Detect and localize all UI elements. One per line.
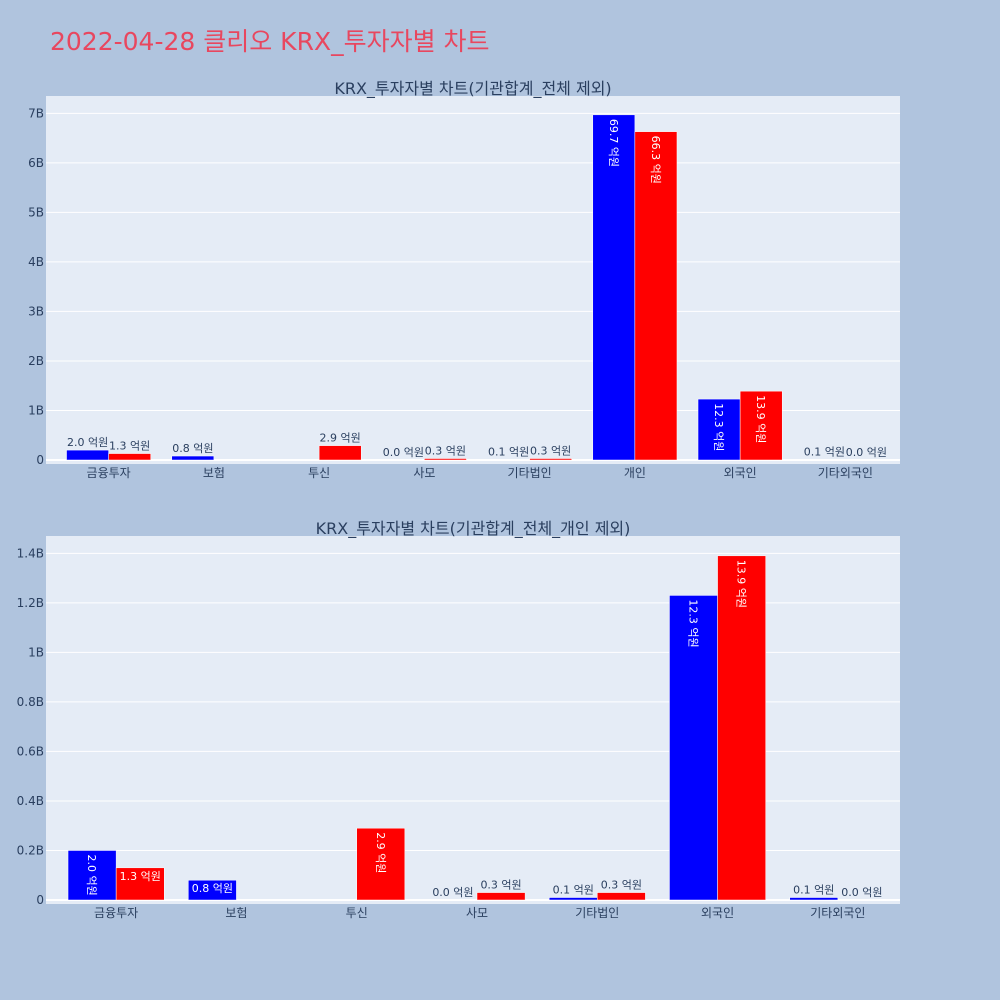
x-tick-label: 기타외국인 bbox=[810, 906, 865, 920]
bar bbox=[548, 897, 598, 901]
y-tick-label: 7B bbox=[28, 106, 44, 120]
x-tick-label: 외국인 bbox=[701, 906, 734, 920]
chart-title: KRX_투자자별 차트(기관합계_전체 제외) bbox=[334, 79, 611, 99]
data-label: 12.3 억원 bbox=[687, 599, 700, 647]
x-tick-label: 투신 bbox=[308, 466, 330, 480]
x-tick-label: 기타법인 bbox=[575, 906, 619, 920]
y-tick-label: 1B bbox=[28, 645, 44, 659]
x-tick-label: 투신 bbox=[346, 906, 368, 920]
chart-top: KRX_투자자별 차트(기관합계_전체 제외) 0 1B 2B 3B 4B 5B 6B 7B 금… bbox=[28, 79, 900, 480]
bar bbox=[188, 879, 237, 901]
chart-title: KRX_투자자별 차트(기관합계_전체_개인 제외) bbox=[316, 519, 631, 539]
data-label: 1.3 억원 bbox=[109, 440, 150, 453]
y-tick-label: 2B bbox=[28, 354, 44, 368]
data-label: 0.8 억원 bbox=[192, 882, 233, 895]
bar bbox=[597, 892, 646, 901]
bar bbox=[115, 867, 165, 901]
data-label: 0.3 억원 bbox=[601, 879, 642, 892]
data-label: 0.0 억원 bbox=[846, 446, 887, 459]
x-tick-label: 기타법인 bbox=[508, 466, 552, 480]
data-label: 0.0 억원 bbox=[432, 886, 473, 899]
chart-bottom: KRX_투자자별 차트(기관합계_전체_개인 제외) 0 0.2B 0.4B 0.6B… bbox=[17, 519, 900, 920]
data-label: 69.7 억원 bbox=[607, 119, 620, 167]
page-title: 2022-04-28 클리오 KRX_투자자별 차트 bbox=[50, 27, 490, 56]
bar bbox=[717, 555, 766, 901]
plot-background bbox=[46, 536, 900, 904]
data-label: 2.9 억원 bbox=[374, 832, 387, 873]
data-label: 0.3 억원 bbox=[530, 445, 571, 458]
bar bbox=[634, 131, 678, 461]
y-tick-label: 4B bbox=[28, 255, 44, 269]
data-label: 13.9 억원 bbox=[754, 395, 767, 443]
y-tick-label: 0.8B bbox=[17, 695, 44, 709]
y-tick-label: 0 bbox=[36, 893, 44, 907]
bar bbox=[789, 897, 839, 901]
data-label: 1.3 억원 bbox=[120, 870, 161, 883]
data-label: 0.1 억원 bbox=[793, 884, 834, 897]
y-tick-label: 0.4B bbox=[17, 794, 44, 808]
bar bbox=[318, 445, 362, 461]
x-tick-label: 사모 bbox=[413, 466, 435, 480]
bar bbox=[171, 455, 215, 461]
data-label: 0.8 억원 bbox=[172, 442, 213, 455]
y-tick-label: 1B bbox=[28, 403, 44, 417]
bar bbox=[67, 850, 117, 901]
x-tick-label: 보험 bbox=[225, 906, 247, 920]
y-tick-label: 6B bbox=[28, 156, 44, 170]
x-tick-label: 보험 bbox=[203, 466, 225, 480]
data-label: 66.3 억원 bbox=[649, 136, 662, 184]
bar bbox=[476, 892, 526, 901]
bar bbox=[424, 458, 467, 461]
x-tick-label: 기타외국인 bbox=[818, 466, 873, 480]
bar bbox=[108, 453, 151, 461]
bar bbox=[669, 595, 718, 901]
x-tick-label: 사모 bbox=[466, 906, 488, 920]
data-label: 0.0 억원 bbox=[841, 886, 882, 899]
y-tick-label: 3B bbox=[28, 304, 44, 318]
data-label: 0.1 억원 bbox=[488, 446, 529, 459]
x-tick-label: 금융투자 bbox=[94, 906, 138, 920]
data-label: 0.1 억원 bbox=[804, 446, 845, 459]
y-tick-label: 0 bbox=[36, 453, 44, 467]
data-label: 0.0 억원 bbox=[383, 446, 424, 459]
data-label: 13.9 억원 bbox=[735, 560, 748, 608]
bar bbox=[66, 449, 109, 461]
bar bbox=[529, 458, 572, 461]
data-label: 0.3 억원 bbox=[425, 445, 466, 458]
y-tick-label: 1.4B bbox=[17, 546, 44, 560]
data-label: 12.3 억원 bbox=[712, 403, 725, 451]
y-tick-label: 1.2B bbox=[17, 596, 44, 610]
x-tick-label: 외국인 bbox=[724, 466, 757, 480]
x-tick-label: 개인 bbox=[624, 466, 646, 480]
y-tick-label: 0.2B bbox=[17, 843, 44, 857]
data-label: 0.1 억원 bbox=[553, 884, 594, 897]
data-label: 2.9 억원 bbox=[320, 432, 361, 445]
data-label: 2.0 억원 bbox=[85, 854, 98, 895]
bar bbox=[739, 390, 783, 461]
y-tick-label: 5B bbox=[28, 205, 44, 219]
x-tick-label: 금융투자 bbox=[87, 466, 131, 480]
y-tick-label: 0.6B bbox=[17, 744, 44, 758]
data-label: 0.3 억원 bbox=[480, 879, 521, 892]
data-label: 2.0 억원 bbox=[67, 436, 108, 449]
bar bbox=[356, 827, 406, 901]
